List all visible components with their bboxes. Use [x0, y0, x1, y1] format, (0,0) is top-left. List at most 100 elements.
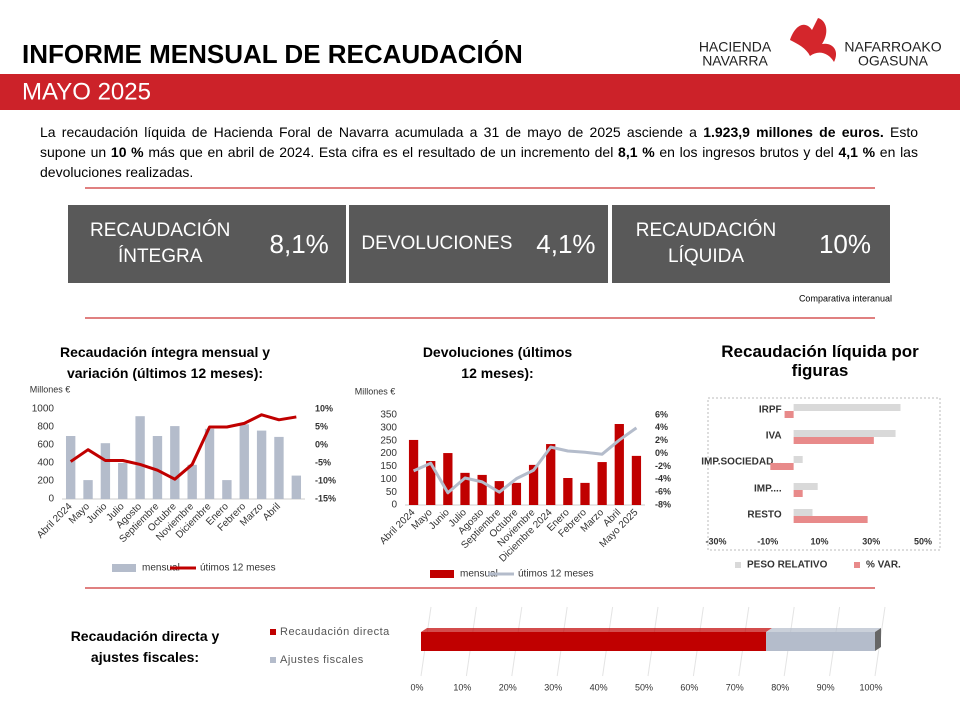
bar	[793, 404, 901, 411]
x-tick-label: 30%	[544, 682, 562, 692]
y-tick-label: 1000	[32, 404, 55, 415]
bar	[100, 443, 111, 499]
bar	[793, 456, 803, 463]
legend-swatch	[430, 570, 454, 578]
report-subtitle: MAYO 2025	[22, 78, 151, 105]
x-tick-label: 60%	[680, 682, 698, 692]
bar-top	[421, 628, 773, 632]
bar	[204, 428, 215, 499]
legend-label: mensual	[142, 563, 180, 574]
bar	[239, 424, 249, 499]
y-tick-label: 350	[380, 410, 397, 421]
legend-swatch	[270, 629, 276, 635]
x-tick-label: 0%	[410, 682, 423, 692]
bar	[477, 474, 487, 505]
bar	[170, 426, 180, 499]
chart-frame	[707, 397, 941, 551]
legend-label: útimos 12 meses	[200, 563, 276, 574]
bar	[511, 482, 522, 505]
bar	[83, 480, 93, 499]
x-tick-label: 80%	[771, 682, 789, 692]
y-tick-label: 300	[380, 422, 397, 433]
y-tick-label: IRPF	[759, 405, 782, 416]
legend-label: Recaudación directa	[280, 626, 390, 638]
y-tick-label: 100	[380, 474, 397, 485]
bar	[187, 464, 197, 499]
y-tick-label: IVA	[766, 431, 782, 442]
x-tick-label: 70%	[726, 682, 744, 692]
y-tick-label: 600	[37, 440, 54, 451]
logo-text: HACIENDA	[699, 39, 772, 55]
bar	[631, 455, 642, 505]
kpi-label: RECAUDACIÓN ÍNTEGRA	[89, 220, 231, 267]
intro-text: Esto supone un	[40, 124, 918, 160]
legend-swatch	[854, 562, 860, 568]
bar	[614, 424, 624, 505]
line	[412, 426, 638, 495]
legend-label: mensual	[460, 569, 498, 580]
bar	[784, 411, 794, 418]
bar	[421, 632, 767, 651]
intro-text: 8,1 %	[618, 144, 655, 160]
axis-label: Millones €	[355, 386, 396, 396]
logo-text: NAVARRA	[702, 53, 768, 69]
logo-text: NAFARROAKO	[844, 39, 941, 55]
x-tick-label: 10%	[453, 682, 471, 692]
intro-text: La recaudación líquida de Hacienda Foral…	[40, 124, 704, 140]
axis-label: Millones €	[30, 384, 71, 394]
legend-swatch	[112, 564, 136, 572]
bar	[152, 436, 163, 499]
chart-title: Devoluciones (últimos 12 meses):	[422, 344, 573, 381]
chart-title: Recaudación íntegra mensual y variación …	[59, 344, 271, 381]
kpi-label: DEVOLUCIONES	[361, 233, 513, 254]
bar	[770, 463, 794, 470]
intro-text: 4,1 %	[838, 144, 876, 160]
kpi-box: DEVOLUCIONES 4,1%	[349, 205, 608, 283]
y-tick-label: 200	[380, 448, 397, 459]
y-tick-label: RESTO	[747, 510, 781, 521]
y2-tick-label: -8%	[655, 499, 671, 509]
chart-title: Recaudación líquida por figuras	[721, 342, 919, 380]
y2-tick-label: -10%	[315, 475, 336, 485]
header-band	[0, 74, 960, 110]
kpi-value: 10%	[818, 228, 871, 259]
bar	[563, 478, 573, 505]
y-tick-label: IMP....	[754, 484, 782, 495]
legend-label: PESO RELATIVO	[747, 560, 828, 571]
y-tick-label: 150	[380, 461, 397, 472]
x-tick-label: -10%	[757, 536, 778, 546]
y-tick-label: 50	[386, 487, 398, 498]
kpi-note: Comparativa interanual	[799, 293, 892, 303]
x-tick-label: 50%	[635, 682, 653, 692]
kpi-value: 8,1%	[269, 228, 329, 259]
x-tick-label: -30%	[705, 536, 726, 546]
bar	[274, 436, 284, 499]
report-title: INFORME MENSUAL DE RECAUDACIÓN	[22, 39, 523, 69]
chart-title: Recaudación directa y ajustes fiscales:	[70, 628, 220, 665]
x-tick-label: 20%	[499, 682, 517, 692]
x-tick-label: 30%	[862, 536, 880, 546]
bar	[597, 462, 607, 505]
bar	[793, 483, 818, 490]
kpi-box: RECAUDACIÓN LÍQUIDA 10%	[612, 205, 890, 283]
x-tick-label: 50%	[914, 536, 932, 546]
bar-side	[875, 628, 881, 651]
y2-tick-label: -5%	[315, 457, 331, 467]
legend-label: útimos 12 meses	[518, 569, 594, 580]
x-tick-label: 10%	[810, 536, 828, 546]
legend-swatch	[270, 657, 276, 663]
line	[69, 413, 297, 481]
y2-tick-label: 2%	[655, 435, 668, 445]
y-tick-label: 250	[380, 435, 397, 446]
y2-tick-label: 0%	[655, 448, 668, 458]
bar	[793, 516, 868, 523]
bar	[256, 430, 267, 499]
bar	[580, 482, 590, 505]
bar	[443, 453, 453, 505]
x-tick-label: 90%	[817, 682, 835, 692]
y2-tick-label: -2%	[655, 461, 671, 471]
y-tick-label: 800	[37, 422, 54, 433]
bar	[793, 490, 803, 497]
